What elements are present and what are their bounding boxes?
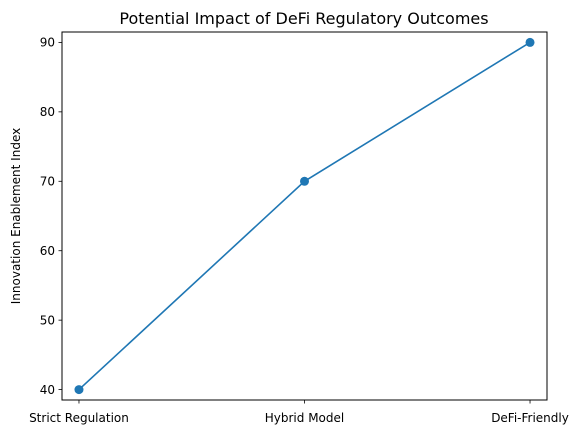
series-group [74,37,535,395]
y-tick-label: 70 [40,175,55,189]
x-tick-label: Hybrid Model [265,411,344,425]
y-tick-label: 40 [40,383,55,397]
y-tick-label: 50 [40,313,55,327]
ticks-group: 40 50 60 70 80 90 Strict Regulation Hybrid Mode… [29,36,569,425]
data-point [525,37,535,47]
data-point [300,176,309,186]
y-tick-label: 80 [40,105,55,119]
plot-frame [61,31,548,401]
y-tick-label: 60 [40,244,55,258]
y-axis-label: Innovation Enablement Index [9,128,23,304]
data-point [74,385,84,395]
x-tick-label: DeFi-Friendly [491,411,569,425]
series-line [78,41,531,391]
chart-title: Potential Impact of DeFi Regulatory Outc… [119,9,488,28]
x-tick-label: Strict Regulation [29,411,129,425]
y-tick-label: 90 [40,36,55,50]
